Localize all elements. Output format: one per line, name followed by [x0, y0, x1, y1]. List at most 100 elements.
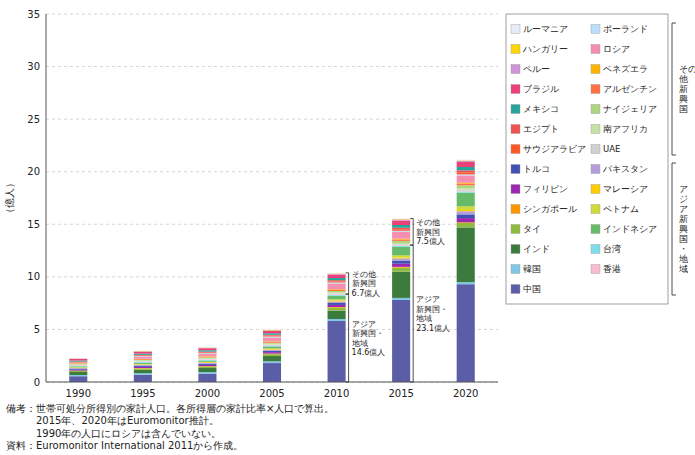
bar-segment	[69, 364, 87, 365]
bar-segment	[457, 211, 475, 214]
bar-series	[69, 284, 475, 382]
legend-swatch	[591, 265, 600, 274]
legend-swatch	[511, 145, 520, 154]
bar-segment	[134, 350, 152, 351]
annotation: その他新興国7.5億人	[416, 218, 445, 246]
text-line: 7.5億人	[416, 237, 445, 246]
text-line: ジ	[679, 194, 688, 204]
footnote: 備考：世帯可処分所得別の家計人口。各所得層の家計比率×人口で算出。	[6, 403, 334, 414]
text-line: その他	[416, 218, 440, 227]
bar-segment	[263, 345, 281, 347]
text-line: 国	[679, 234, 688, 244]
bar-segment	[198, 367, 216, 368]
legend-swatch	[511, 45, 520, 54]
legend-swatch	[511, 165, 520, 174]
bar-segment	[457, 162, 475, 167]
bar-series	[69, 160, 475, 358]
text-line: 他	[679, 74, 688, 84]
bar-segment	[134, 359, 152, 361]
legend-label: タイ	[523, 224, 541, 234]
bar-segment	[328, 311, 346, 319]
bar-series	[69, 161, 475, 359]
legend-label: シンガポール	[523, 204, 577, 214]
bar-segment	[198, 356, 216, 358]
legend-label: ベネズエラ	[603, 64, 648, 74]
bar-segment	[263, 353, 281, 355]
bar-segment	[198, 365, 216, 366]
bar-series	[69, 191, 475, 366]
text-line: 新興国	[416, 228, 440, 237]
bar-segment	[69, 376, 87, 382]
text-line: 新	[679, 84, 688, 94]
legend-swatch	[511, 285, 520, 294]
bar-segment	[457, 214, 475, 218]
bar-segment	[392, 241, 410, 243]
bar-segment	[263, 344, 281, 346]
text-line: ・	[679, 244, 688, 254]
footnote: 資料：Euromonitor International 2011から作成。	[6, 440, 243, 451]
bar-segment	[457, 175, 475, 182]
bar-segment	[457, 184, 475, 186]
text-line: 国	[679, 104, 688, 114]
bar-segment	[392, 228, 410, 230]
bar-segment	[328, 280, 346, 281]
bar-segment	[134, 363, 152, 365]
bar-series	[69, 222, 475, 371]
bar-segment	[69, 358, 87, 359]
text-line: 6.7億人	[352, 289, 381, 298]
footnote: 1990年の人口にロシアは含んでいない。	[6, 428, 221, 439]
bar-series	[69, 206, 475, 367]
bar-segment	[328, 273, 346, 274]
bar-segment	[392, 219, 410, 220]
bar-segment	[134, 359, 152, 361]
text-line: アジア	[416, 295, 440, 304]
bar-segment	[198, 354, 216, 356]
bar-segment	[328, 301, 346, 302]
bar-segment	[457, 191, 475, 192]
legend-label: ロシア	[603, 44, 630, 54]
bar-segment	[263, 354, 281, 356]
bar-segment	[392, 225, 410, 228]
bar-segment	[328, 319, 346, 321]
bars	[69, 160, 475, 382]
x-axis-line	[46, 382, 498, 383]
bar-segment	[263, 352, 281, 353]
bar-segment	[457, 210, 475, 211]
y-tick-label: 30	[27, 61, 40, 72]
legend-swatch	[591, 65, 600, 74]
bar-segment	[392, 264, 410, 267]
bar-segment	[69, 361, 87, 362]
bar-segment	[263, 333, 281, 335]
bar-segment	[198, 372, 216, 374]
bar-segment	[198, 364, 216, 365]
bar-segment	[328, 299, 346, 300]
bar-segment	[328, 293, 346, 295]
bar-segment	[198, 347, 216, 348]
bar-segment	[392, 298, 410, 300]
bar-segment	[263, 336, 281, 338]
bar-segment	[457, 170, 475, 172]
y-tick-label: 20	[27, 166, 40, 177]
bar-segment	[328, 308, 346, 311]
y-axis-line	[46, 14, 47, 382]
x-axis-ticks: 1990199520002005201020152020	[66, 388, 479, 399]
bar-segment	[392, 219, 410, 220]
bar-segment	[263, 349, 281, 351]
bar-segment	[134, 357, 152, 359]
bar-segment	[328, 291, 346, 292]
text-line: 地	[678, 254, 688, 264]
bar-segment	[134, 367, 152, 368]
text-line: ア	[679, 184, 688, 194]
bar-segment	[69, 366, 87, 368]
bar-series	[69, 188, 475, 365]
bar-segment	[198, 357, 216, 359]
legend-box	[506, 14, 668, 304]
bar-series	[69, 223, 475, 372]
legend-label: 中国	[523, 284, 541, 294]
bar-segment	[134, 361, 152, 363]
bar-segment	[263, 356, 281, 361]
bar-segment	[263, 343, 281, 345]
bar-segment	[392, 245, 410, 247]
legend-label: ブラジル	[523, 84, 559, 94]
legend-swatch	[511, 225, 520, 234]
